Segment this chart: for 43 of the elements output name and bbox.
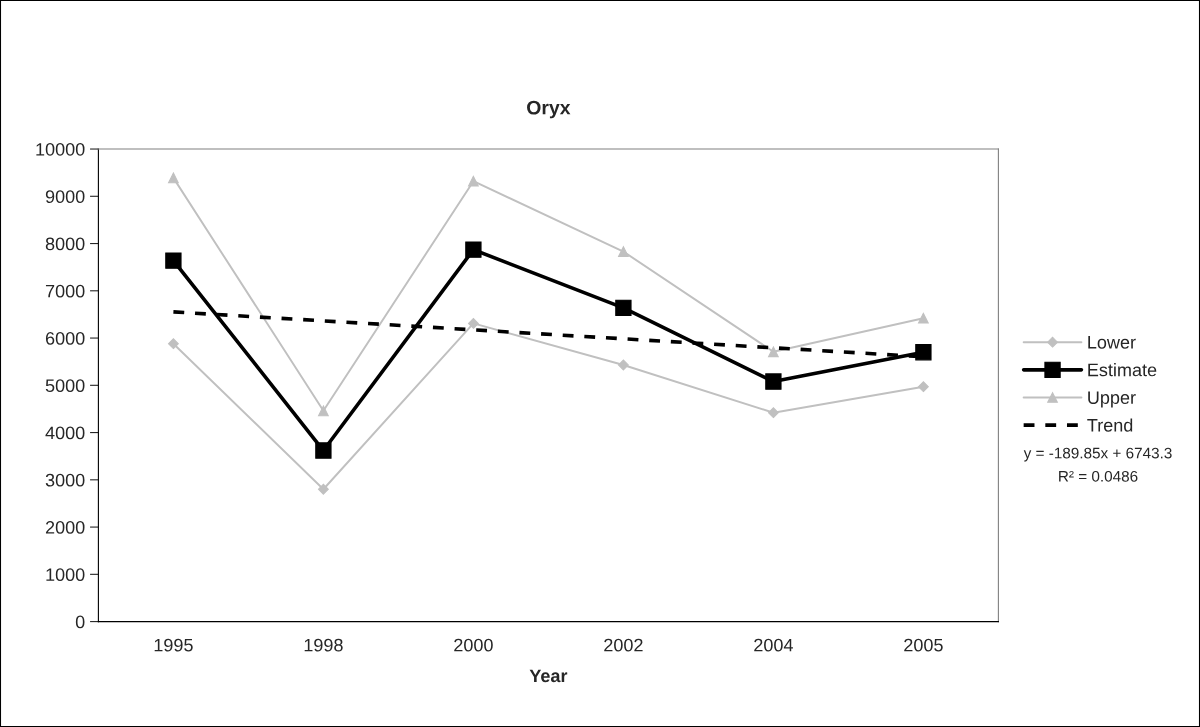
y-tick-label: 8000: [45, 237, 85, 251]
x-tick-label: 2000: [454, 638, 493, 652]
point: [165, 252, 182, 269]
x-tick-label: 1998: [304, 638, 343, 652]
legend-label: Estimate: [1088, 363, 1157, 377]
y-tick-label: 2000: [45, 521, 85, 534]
legend-label: Lower: [1088, 336, 1136, 349]
legend-label: Upper: [1088, 391, 1136, 408]
point: [315, 442, 332, 459]
point: [617, 359, 629, 371]
text: R² = 0.0486: [1059, 470, 1138, 482]
point: [168, 172, 179, 184]
y-tick-label: 6000: [45, 331, 85, 345]
y-tick-label: 4000: [45, 426, 85, 440]
chart-title: Oryx: [527, 100, 571, 119]
y-tick-label: 9000: [45, 190, 85, 204]
y-tick-label: 5000: [45, 379, 85, 393]
text: y = -189.85x + 6743.3: [1023, 447, 1172, 462]
point: [765, 373, 782, 390]
point: [615, 299, 632, 316]
point: [915, 344, 932, 361]
legend-label: Trend: [1087, 418, 1133, 432]
y-tick-label: 7000: [45, 284, 85, 298]
y-tick-label: 10000: [36, 142, 85, 156]
point: [467, 317, 479, 329]
point: [618, 246, 629, 257]
y-tick-label: 1000: [46, 568, 85, 582]
y-tick-label: 3000: [45, 473, 85, 487]
point: [768, 346, 779, 358]
point: [767, 407, 779, 419]
x-axis-title: Year: [529, 669, 568, 683]
y-tick-label: 0: [75, 615, 85, 629]
point: [317, 483, 329, 495]
point: [465, 241, 482, 258]
x-tick-label: 2004: [754, 638, 793, 652]
point: [918, 312, 929, 324]
x-tick-label: 1995: [154, 638, 193, 652]
point: [917, 381, 929, 393]
x-tick-label: 2002: [604, 638, 643, 652]
point: [167, 338, 179, 350]
point: [318, 405, 329, 417]
x-tick-label: 2005: [904, 638, 943, 652]
point: [468, 175, 479, 187]
